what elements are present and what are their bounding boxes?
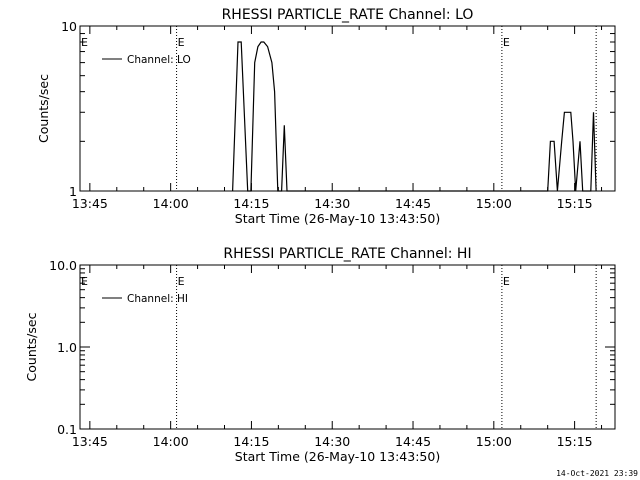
chart-panel-0 (79, 25, 616, 192)
event-label: E (178, 36, 185, 49)
event-label: E (503, 36, 510, 49)
plot-frame (79, 264, 616, 430)
x-tick-label: 14:30 (314, 434, 350, 449)
y-tick-label: 1 (69, 184, 77, 199)
x-tick-label: 14:00 (153, 434, 189, 449)
y-tick-label: 10.0 (49, 258, 77, 273)
timestamp: 14-Oct-2021 23:39 (556, 469, 638, 478)
x-tick-label: 15:15 (557, 196, 593, 211)
x-tick-label: 14:30 (314, 196, 350, 211)
x-tick-label: 13:45 (72, 434, 108, 449)
axis-marker-label: E (81, 275, 88, 288)
y-tick-label: 1.0 (57, 340, 77, 355)
x-tick-label: 14:45 (395, 196, 431, 211)
x-tick-label: 15:15 (557, 434, 593, 449)
x-tick-label: 13:45 (72, 196, 108, 211)
x-axis-label: Start Time (26-May-10 13:43:50) (235, 449, 440, 464)
x-tick-label: 14:15 (233, 196, 269, 211)
plot-frame (79, 25, 616, 192)
y-axis-label: Counts/sec (36, 74, 51, 143)
x-tick-label: 14:15 (233, 434, 269, 449)
x-axis-label: Start Time (26-May-10 13:43:50) (235, 211, 440, 226)
chart-panel-1 (79, 264, 616, 430)
axis-marker-label: E (81, 36, 88, 49)
legend-label: Channel: HI (127, 293, 188, 305)
x-tick-label: 15:00 (476, 196, 512, 211)
y-tick-label: 10 (61, 19, 77, 34)
event-label: E (503, 275, 510, 288)
y-axis-label: Counts/sec (24, 312, 39, 381)
x-tick-label: 15:00 (476, 434, 512, 449)
chart-title: RHESSI PARTICLE_RATE Channel: HI (223, 246, 471, 262)
legend-label: Channel: LO (127, 54, 191, 66)
x-tick-label: 14:45 (395, 434, 431, 449)
chart-title: RHESSI PARTICLE_RATE Channel: LO (222, 7, 474, 23)
y-tick-label: 0.1 (57, 422, 77, 437)
x-tick-label: 14:00 (153, 196, 189, 211)
event-label: E (178, 275, 185, 288)
series-line (232, 41, 597, 192)
